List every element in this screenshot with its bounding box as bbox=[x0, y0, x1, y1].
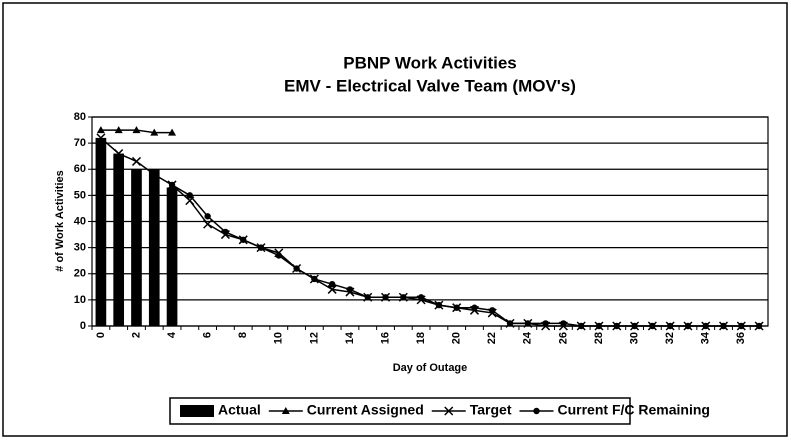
marker-triangle bbox=[150, 128, 159, 136]
marker-circle bbox=[649, 322, 656, 330]
legend-label: Current F/C Remaining bbox=[558, 402, 710, 418]
marker-triangle bbox=[281, 407, 290, 414]
marker-circle bbox=[417, 294, 425, 301]
marker-circle bbox=[666, 322, 674, 330]
marker-circle bbox=[222, 228, 229, 236]
x-tick-label: 0 bbox=[95, 332, 107, 338]
marker-circle bbox=[524, 320, 532, 327]
marker-x bbox=[114, 149, 124, 159]
marker-x bbox=[327, 284, 337, 294]
y-axis-title: # of Work Activities bbox=[54, 170, 66, 271]
x-tick-label: 28 bbox=[593, 332, 605, 344]
marker-circle bbox=[257, 244, 265, 251]
x-tick-label: 30 bbox=[628, 332, 640, 344]
y-tick-label: 20 bbox=[74, 268, 86, 280]
y-tick-label: 0 bbox=[80, 320, 86, 332]
marker-x bbox=[203, 219, 213, 229]
bar bbox=[95, 137, 107, 326]
bar bbox=[113, 153, 125, 326]
marker-circle bbox=[738, 322, 745, 330]
marker-circle bbox=[595, 322, 603, 330]
legend-label: Target bbox=[470, 402, 512, 418]
x-tick-label: 22 bbox=[486, 332, 498, 344]
marker-circle bbox=[702, 322, 709, 330]
marker-circle bbox=[489, 307, 496, 314]
bar bbox=[166, 187, 178, 326]
marker-circle bbox=[168, 181, 176, 189]
marker-circle bbox=[578, 322, 585, 330]
y-tick-label: 10 bbox=[74, 294, 86, 306]
x-tick-label: 26 bbox=[557, 332, 569, 344]
marker-circle bbox=[471, 304, 478, 311]
y-tick-label: 80 bbox=[74, 111, 86, 123]
marker-circle bbox=[382, 294, 389, 301]
marker-circle bbox=[186, 192, 194, 199]
marker-circle bbox=[533, 407, 540, 415]
x-tick-label: 32 bbox=[664, 332, 676, 344]
x-tick-label: 36 bbox=[735, 332, 747, 344]
chart-title: PBNP Work Activities bbox=[343, 53, 517, 72]
legend-label: Current Assigned bbox=[307, 402, 424, 418]
x-tick-label: 24 bbox=[522, 331, 534, 344]
x-tick-label: 10 bbox=[273, 332, 285, 344]
marker-circle bbox=[631, 322, 638, 330]
y-tick-label: 70 bbox=[74, 137, 86, 149]
marker-circle bbox=[400, 294, 407, 301]
y-tick-label: 30 bbox=[74, 242, 86, 254]
marker-circle bbox=[542, 320, 549, 327]
marker-circle bbox=[435, 301, 443, 309]
marker-circle bbox=[328, 281, 336, 288]
y-tick-label: 60 bbox=[74, 163, 86, 175]
marker-triangle bbox=[132, 126, 141, 134]
legend-label: Actual bbox=[218, 402, 261, 418]
y-tick-label: 50 bbox=[74, 189, 86, 201]
marker-x bbox=[96, 133, 106, 143]
legend-swatch bbox=[180, 405, 214, 417]
line bbox=[171, 184, 760, 327]
x-tick-label: 4 bbox=[166, 331, 178, 338]
marker-circle bbox=[275, 252, 282, 259]
x-tick-label: 18 bbox=[415, 332, 427, 344]
marker-triangle bbox=[168, 128, 177, 136]
x-tick-label: 16 bbox=[379, 332, 391, 344]
marker-x bbox=[131, 156, 142, 166]
marker-circle bbox=[720, 322, 727, 330]
bar bbox=[131, 169, 142, 326]
marker-circle bbox=[613, 322, 620, 330]
x-tick-label: 34 bbox=[700, 331, 712, 344]
marker-circle bbox=[240, 236, 247, 243]
marker-circle bbox=[755, 322, 763, 330]
x-tick-label: 20 bbox=[451, 332, 463, 344]
marker-circle bbox=[293, 265, 300, 272]
y-tick-label: 40 bbox=[74, 215, 86, 227]
x-tick-label: 2 bbox=[130, 332, 142, 338]
marker-triangle bbox=[114, 126, 123, 134]
marker-circle bbox=[346, 286, 354, 293]
x-tick-label: 12 bbox=[308, 332, 320, 344]
x-axis-title: Day of Outage bbox=[393, 362, 468, 374]
marker-circle bbox=[560, 320, 567, 327]
marker-x bbox=[149, 169, 159, 180]
marker-triangle bbox=[96, 126, 105, 134]
marker-circle bbox=[204, 213, 211, 220]
marker-circle bbox=[311, 275, 318, 283]
x-tick-label: 6 bbox=[202, 332, 214, 338]
marker-circle bbox=[453, 304, 460, 311]
marker-circle bbox=[364, 294, 371, 301]
x-tick-label: 14 bbox=[344, 331, 356, 344]
marker-x bbox=[444, 406, 454, 416]
x-tick-label: 8 bbox=[237, 332, 249, 338]
bar bbox=[148, 169, 160, 326]
marker-circle bbox=[506, 320, 514, 327]
chart-subtitle: EMV - Electrical Valve Team (MOV's) bbox=[284, 76, 576, 95]
marker-circle bbox=[684, 322, 692, 330]
